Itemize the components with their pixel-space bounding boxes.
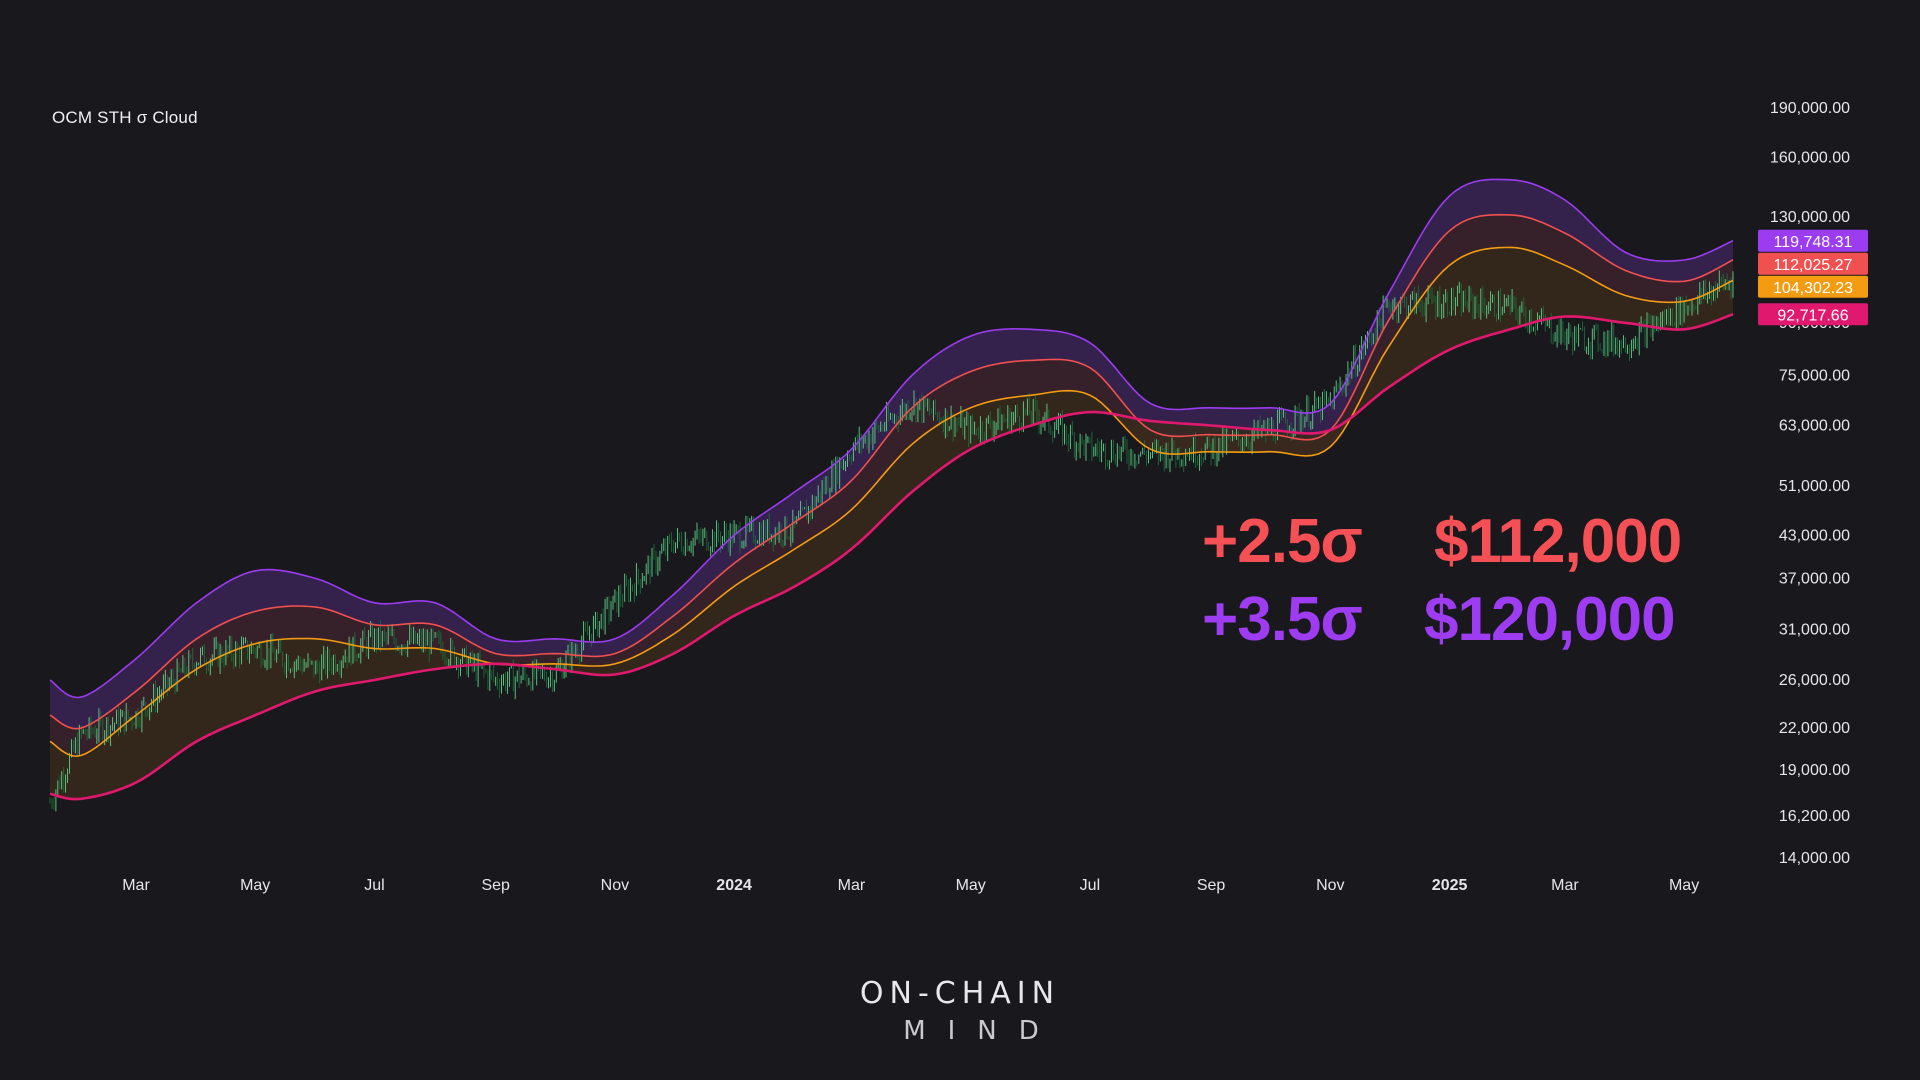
x-tick-label: May	[956, 877, 986, 894]
price-label-text: 104,302.23	[1773, 280, 1853, 297]
y-tick-label: 37,000.00	[1779, 571, 1850, 588]
y-tick-label: 190,000.00	[1770, 100, 1850, 117]
y-tick-label: 14,000.00	[1779, 850, 1850, 867]
x-tick-label: Mar	[838, 877, 866, 894]
x-tick-label: Mar	[122, 877, 150, 894]
y-axis: 190,000.00160,000.00130,000.0090,000.007…	[1770, 100, 1850, 867]
x-axis: Mar May Jul Sep Nov 2024 Mar May Jul Sep Nov 2025 Ma…	[122, 877, 1699, 894]
x-tick-label: 2025	[1432, 877, 1468, 894]
y-tick-label: 19,000.00	[1779, 762, 1850, 779]
price-labels: 119,748.31 112,025.27 104,302.23 92,717.66	[1758, 229, 1868, 326]
band-line-purple	[49, 178, 1734, 699]
sigma-2-5-label: +2.5σ	[1202, 507, 1363, 576]
x-tick-label: Nov	[601, 877, 629, 894]
price-label-box	[1758, 252, 1868, 275]
y-tick-label: 75,000.00	[1779, 367, 1850, 384]
y-tick-label: 63,000.00	[1779, 418, 1850, 435]
price-label-text: 112,025.27	[1774, 257, 1853, 274]
price-120k-label: $120,000	[1424, 585, 1676, 654]
y-tick-label: 16,200.00	[1779, 808, 1850, 825]
band-line-magenta	[49, 313, 1734, 801]
price-label-box	[1758, 303, 1868, 326]
x-tick-label: 2024	[716, 877, 752, 894]
y-tick-label: 130,000.00	[1770, 209, 1850, 226]
price-label-box	[1758, 229, 1868, 252]
cloud-fills	[50, 179, 1733, 800]
y-tick-label: 31,000.00	[1779, 621, 1850, 638]
y-tick-label: 22,000.00	[1779, 720, 1850, 737]
band-lines	[49, 178, 1734, 801]
x-tick-label: Mar	[1551, 877, 1579, 894]
x-tick-label: May	[1669, 877, 1699, 894]
price-label-text: 119,748.31	[1774, 234, 1853, 251]
sigma-3-5-label: +3.5σ	[1202, 585, 1363, 654]
x-tick-label: May	[240, 877, 270, 894]
y-tick-label: 160,000.00	[1770, 149, 1850, 166]
brand-wordmark-top: ON-CHAIN	[859, 976, 1061, 1011]
x-tick-label: Sep	[1197, 877, 1226, 894]
price-label-text: 92,717.66	[1777, 307, 1848, 324]
x-tick-label: Jul	[1080, 877, 1100, 894]
chart-title: OCM STH σ Cloud	[52, 108, 198, 127]
price-label-box	[1758, 275, 1868, 298]
y-tick-label: 51,000.00	[1779, 478, 1850, 495]
x-tick-label: Sep	[481, 877, 510, 894]
brand-wordmark-bottom: MIND	[903, 1016, 1061, 1046]
y-tick-label: 26,000.00	[1779, 672, 1850, 689]
price-112k-label: $112,000	[1434, 507, 1682, 576]
band-line-red	[49, 213, 1734, 730]
x-tick-label: Jul	[364, 877, 384, 894]
x-tick-label: Nov	[1316, 877, 1344, 894]
y-tick-label: 43,000.00	[1779, 527, 1850, 544]
band-line-orange	[49, 246, 1734, 758]
fill-lower-orange	[50, 247, 1733, 800]
